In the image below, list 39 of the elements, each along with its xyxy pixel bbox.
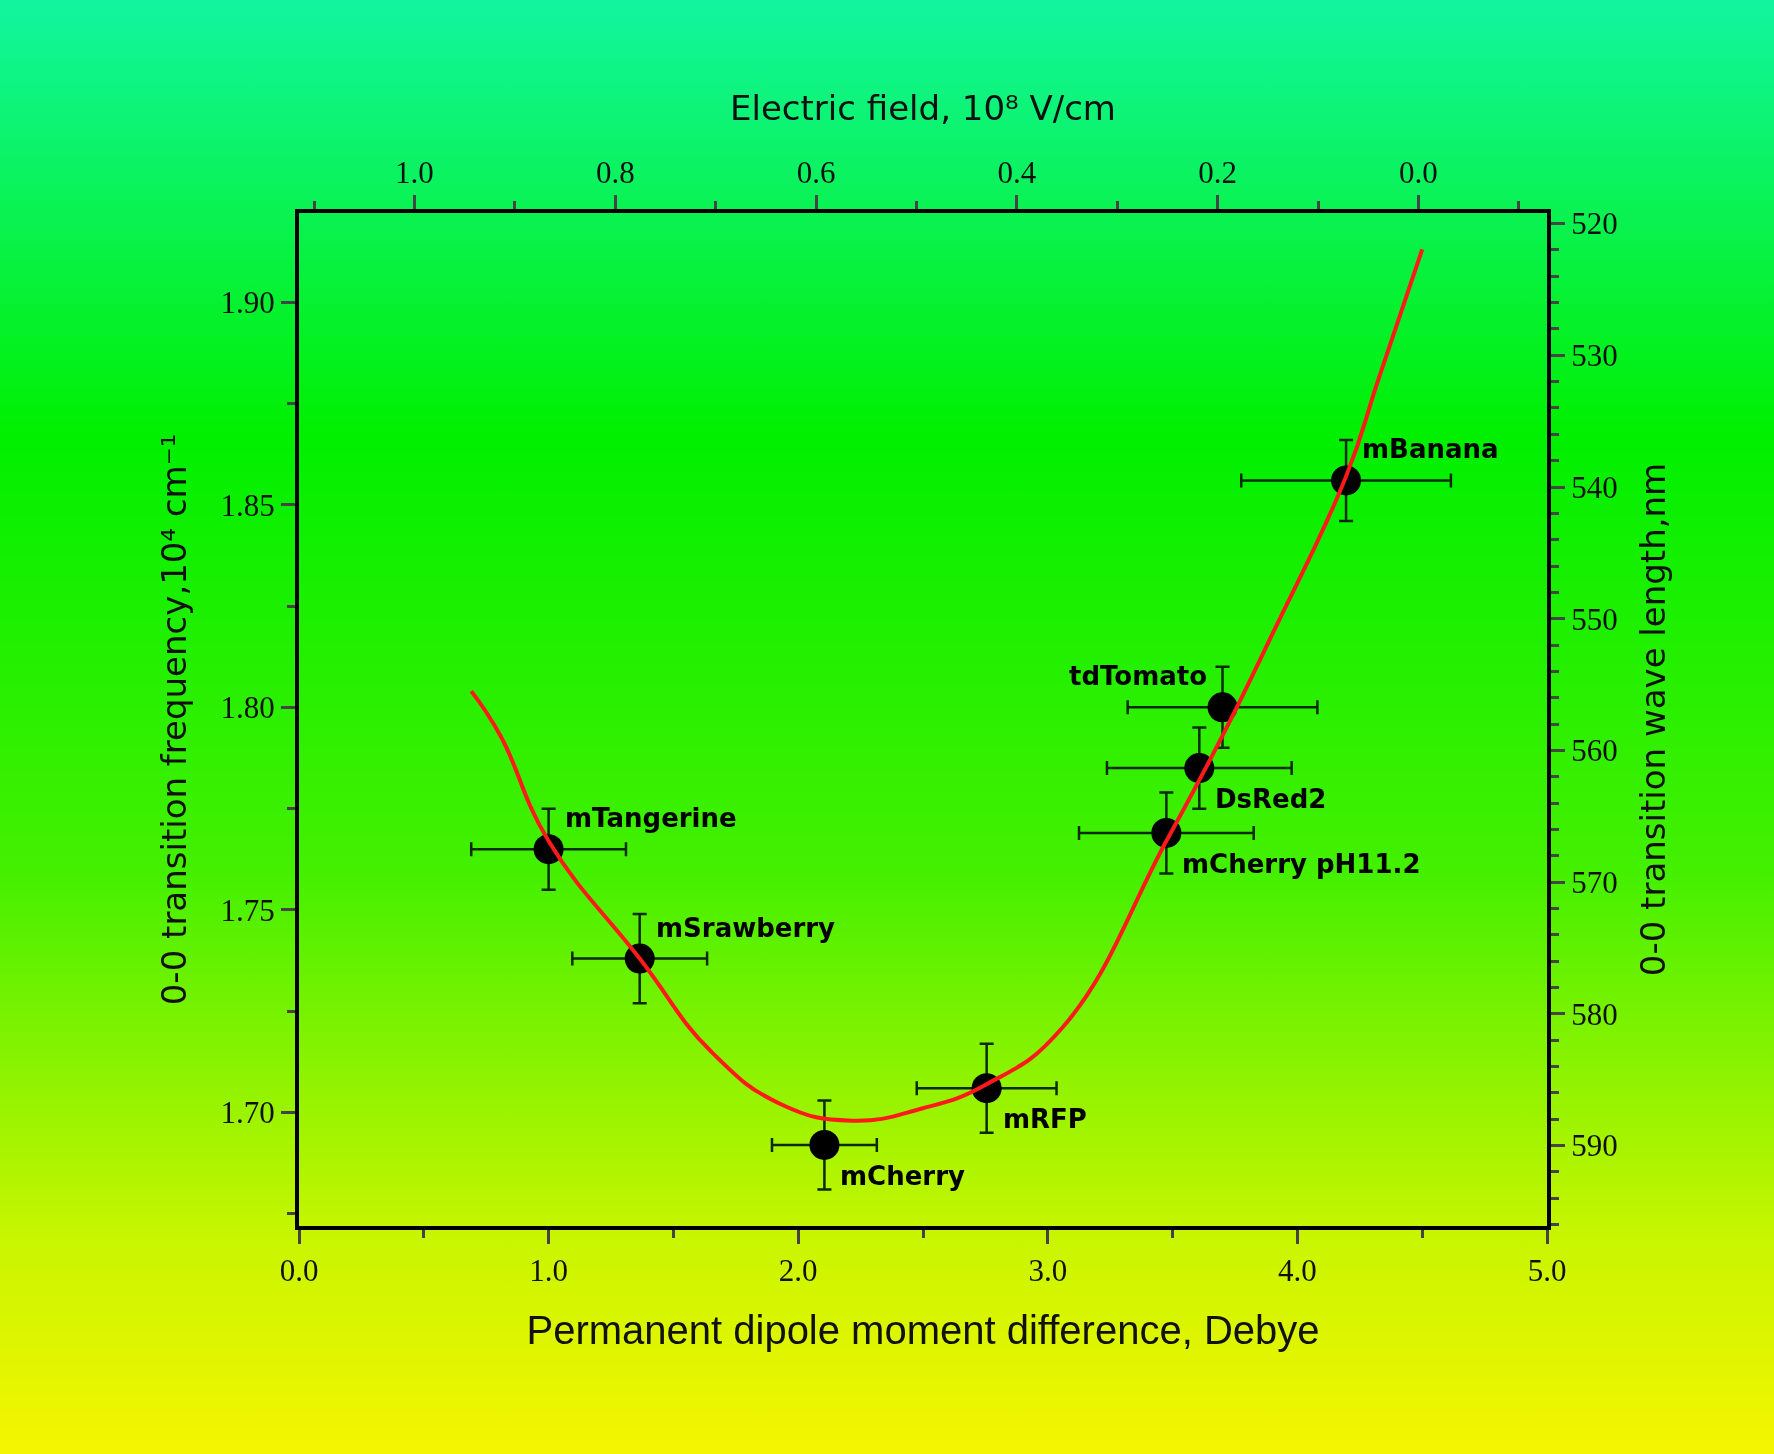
annotation: mTangerine <box>565 803 737 833</box>
y-axis-title: 0-0 transition frequency,10⁴ cm⁻¹ <box>153 433 194 1006</box>
x-tick-label: 5.0 <box>1527 1253 1567 1289</box>
x-tick-label: 1.0 <box>529 1253 568 1289</box>
y-tick-label: 1.70 <box>220 1095 275 1131</box>
x-axis-title: Permanent dipole moment difference, Debye <box>526 1308 1320 1353</box>
x2-tick-label: 0.6 <box>796 154 836 190</box>
y-tick-label: 1.90 <box>220 284 275 320</box>
x-tick-label: 0.0 <box>279 1253 319 1289</box>
annotation: mCherry pH11.2 <box>1182 849 1421 879</box>
annotation: mBanana <box>1362 434 1499 464</box>
x2-tick-label: 0.8 <box>595 154 635 190</box>
annotation: mRFP <box>1003 1104 1087 1134</box>
annotation: mSrawberry <box>656 913 836 943</box>
x2-tick-label: 0.0 <box>1399 154 1438 190</box>
y2-tick-label: 520 <box>1571 206 1618 242</box>
x2-tick-label: 0.4 <box>997 154 1037 190</box>
point <box>1207 692 1238 723</box>
y2-tick-label: 570 <box>1571 865 1618 901</box>
annotation: mCherry <box>840 1161 965 1191</box>
annotation: tdTomato <box>1069 661 1208 691</box>
y2-tick-label: 560 <box>1571 733 1618 769</box>
y2-tick-label: 530 <box>1571 338 1618 374</box>
point <box>809 1129 840 1160</box>
y2-axis-title: 0-0 transition wave length,nm <box>1632 462 1673 977</box>
y-tick-label: 1.75 <box>220 892 275 928</box>
x2-tick-label: 1.0 <box>395 154 434 190</box>
y2-tick-label: 580 <box>1571 996 1618 1032</box>
x2-axis-title: Electric field, 10⁸ V/cm <box>729 87 1117 128</box>
y2-tick-label: 590 <box>1571 1128 1618 1164</box>
y-tick-label: 1.80 <box>220 690 275 726</box>
x2-tick-label: 0.2 <box>1198 154 1238 190</box>
x-tick-label: 2.0 <box>778 1253 818 1289</box>
x-tick-label: 3.0 <box>1028 1253 1068 1289</box>
y2-tick-label: 550 <box>1571 601 1618 637</box>
annotation: DsRed2 <box>1215 784 1327 814</box>
y2-tick-label: 540 <box>1571 469 1618 505</box>
x-tick-label: 4.0 <box>1278 1253 1317 1289</box>
y-tick-label: 1.85 <box>220 487 275 523</box>
